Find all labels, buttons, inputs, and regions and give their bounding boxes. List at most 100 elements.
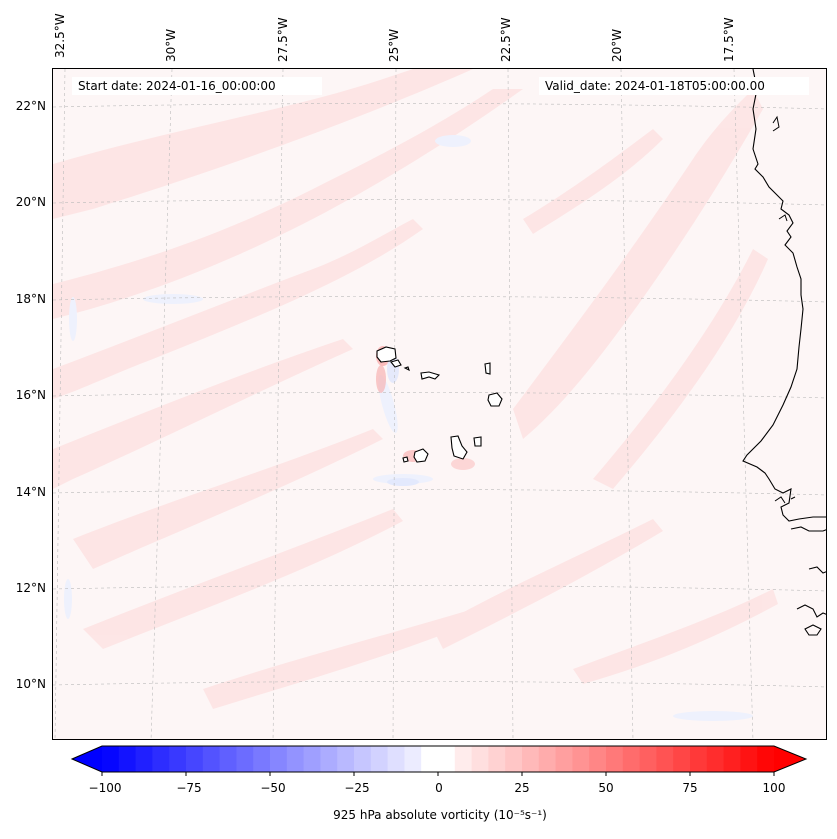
vorticity-patch xyxy=(673,711,753,721)
lon-label: 32.5°W xyxy=(53,13,67,58)
colorbar-segment xyxy=(522,746,540,772)
meridian xyxy=(620,69,634,739)
vorticity-patch xyxy=(64,579,72,619)
colorbar-tick-label: 75 xyxy=(682,781,698,795)
island-sal xyxy=(484,362,491,375)
colorbar-segment xyxy=(438,746,456,772)
lat-label: 22°N xyxy=(15,99,46,113)
island-fogo xyxy=(413,448,429,463)
lon-label: 30°W xyxy=(164,28,178,62)
colorbar-segment xyxy=(186,746,204,772)
colorbar-segment xyxy=(505,746,523,772)
colorbar-segment xyxy=(354,746,372,772)
lon-label: 22.5°W xyxy=(499,17,513,62)
colorbar-segment xyxy=(572,746,590,772)
colorbar-label: 925 hPa absolute vorticity (10⁻⁵s⁻¹) xyxy=(333,808,547,822)
colorbar-segment xyxy=(320,746,338,772)
colorbar-segment xyxy=(387,746,405,772)
island-sao-nicolau xyxy=(420,371,441,380)
colorbar-segment xyxy=(488,746,506,772)
lat-label: 16°N xyxy=(15,388,46,402)
lon-label: 25°W xyxy=(387,28,401,62)
meridian xyxy=(507,69,514,739)
colorbar-segment xyxy=(404,746,422,772)
colorbar-segment xyxy=(706,746,725,772)
colorbar-segment xyxy=(421,746,439,772)
colorbar-segment xyxy=(253,746,271,772)
colorbar-tick-label: 50 xyxy=(598,781,614,795)
colorbar-segment xyxy=(656,746,674,772)
colorbar-segment xyxy=(236,746,254,772)
colorbar-extend-max xyxy=(774,746,806,772)
coastal-detail xyxy=(790,496,796,500)
meridian xyxy=(54,69,66,739)
colorbar-segment xyxy=(471,746,489,772)
positive-vorticity-streaks xyxy=(53,69,778,709)
lat-label: 20°N xyxy=(15,195,46,209)
vorticity-streak xyxy=(53,69,473,219)
vorticity-patch xyxy=(435,135,471,147)
colorbar-segment xyxy=(555,746,573,772)
lon-label: 17.5°W xyxy=(722,17,736,62)
meridian xyxy=(150,69,173,739)
colorbar-segment xyxy=(169,746,187,772)
colorbar-segment xyxy=(639,746,657,772)
colorbar-segment xyxy=(690,746,708,772)
vorticity-streak xyxy=(53,89,523,319)
vorticity-streak xyxy=(523,129,663,234)
colorbar-segment xyxy=(135,746,153,772)
lat-label: 10°N xyxy=(15,677,46,691)
africa-coastline xyxy=(796,604,826,636)
colorbar-segment xyxy=(118,746,137,772)
colorbar-segment xyxy=(152,746,170,772)
colorbar-tick-label: −50 xyxy=(260,781,286,795)
meridian xyxy=(272,69,284,739)
vorticity-patch xyxy=(69,297,77,341)
vorticity-core xyxy=(451,458,475,470)
island-santo-antao xyxy=(376,346,397,363)
colorbar-segment xyxy=(723,746,741,772)
vorticity-streak xyxy=(203,609,478,709)
africa-coastline xyxy=(790,526,826,532)
map-panel[interactable] xyxy=(52,68,827,740)
meridian xyxy=(392,69,397,739)
colorbar-tick-label: −25 xyxy=(344,781,370,795)
vorticity-streak xyxy=(73,429,383,569)
vorticity-streak xyxy=(53,219,423,399)
colorbar-tick-label: 100 xyxy=(762,781,786,795)
coastal-detail xyxy=(778,214,788,222)
colorbar-segment xyxy=(370,746,389,772)
island-santiago xyxy=(450,435,468,460)
island-maio xyxy=(473,436,482,447)
island-boa-vista xyxy=(487,392,503,407)
lat-label: 12°N xyxy=(15,581,46,595)
vorticity-streak xyxy=(433,519,663,649)
colorbar-segment xyxy=(303,746,321,772)
cape-verde-islands xyxy=(376,346,503,463)
colorbar-segment xyxy=(202,746,221,772)
lat-label: 14°N xyxy=(15,485,46,499)
vorticity-map xyxy=(53,69,826,739)
colorbar-segment xyxy=(589,746,607,772)
africa-coastline xyxy=(808,566,826,574)
colorbar-tick-label: 0 xyxy=(435,781,443,795)
colorbar xyxy=(70,745,808,776)
vorticity-streak xyxy=(83,509,403,649)
colorbar-segment xyxy=(757,746,775,772)
colorbar-tick-label: −100 xyxy=(88,781,122,795)
vorticity-streak xyxy=(573,589,778,684)
vorticity-patch xyxy=(143,294,203,304)
lon-label: 27.5°W xyxy=(276,17,290,62)
colorbar-tick-label: −75 xyxy=(176,781,202,795)
island-santa-luzia xyxy=(403,366,410,372)
colorbar-segment xyxy=(454,746,473,772)
colorbar-segment xyxy=(740,746,758,772)
colorbar-segment xyxy=(622,746,641,772)
lon-label: 20°W xyxy=(610,28,624,62)
colorbar-tick-label: 25 xyxy=(514,781,530,795)
vorticity-streak xyxy=(53,339,353,489)
island-brava xyxy=(402,456,409,463)
colorbar-segment xyxy=(270,746,288,772)
colorbar-segment xyxy=(673,746,691,772)
vorticity-streak xyxy=(513,89,763,439)
